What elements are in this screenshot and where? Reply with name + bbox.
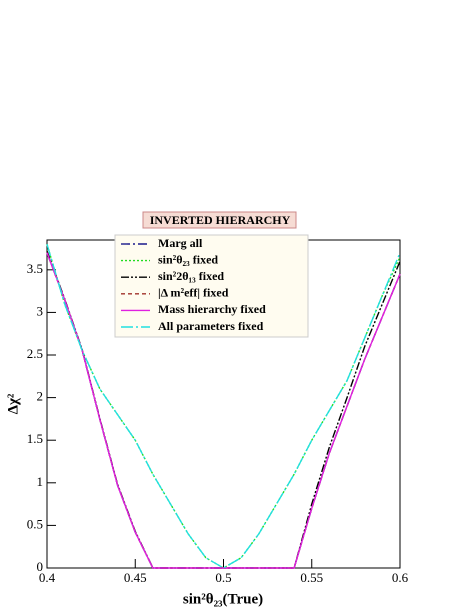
legend-label: sin²θ₂₃ fixed — [158, 252, 218, 266]
legend — [114, 234, 309, 338]
legend-label: All parameters fixed — [158, 319, 264, 333]
x-tick-label: 0.6 — [392, 570, 409, 585]
y-tick-label: 2.5 — [27, 346, 43, 361]
legend-label: Marg all — [158, 236, 203, 250]
y-tick-label: 0 — [37, 559, 44, 574]
x-tick-label: 0.45 — [124, 570, 147, 585]
legend-label: Mass hierarchy fixed — [158, 302, 266, 316]
series-line — [46, 252, 401, 569]
y-tick-label: 2 — [37, 389, 44, 404]
y-tick-label: 1.5 — [27, 431, 43, 446]
x-tick-label: 0.5 — [215, 570, 231, 585]
y-tick-label: 3.5 — [27, 261, 43, 276]
y-axis-label: Δχ² — [5, 393, 21, 414]
chart-title: INVERTED HIERARCHY — [150, 213, 291, 227]
x-axis-label: sin²θ₂₃(True) — [183, 591, 263, 607]
y-tick-label: 0.5 — [27, 516, 43, 531]
legend-label: |Δ m²eff| fixed — [158, 286, 229, 300]
series-line — [46, 244, 401, 569]
y-tick-label: 1 — [37, 474, 44, 489]
legend-label: sin²2θ₁₃ fixed — [158, 269, 224, 283]
x-tick-label: 0.4 — [39, 570, 56, 585]
title-box — [142, 211, 297, 229]
y-tick-label: 3 — [37, 303, 44, 318]
x-tick-label: 0.55 — [300, 570, 323, 585]
